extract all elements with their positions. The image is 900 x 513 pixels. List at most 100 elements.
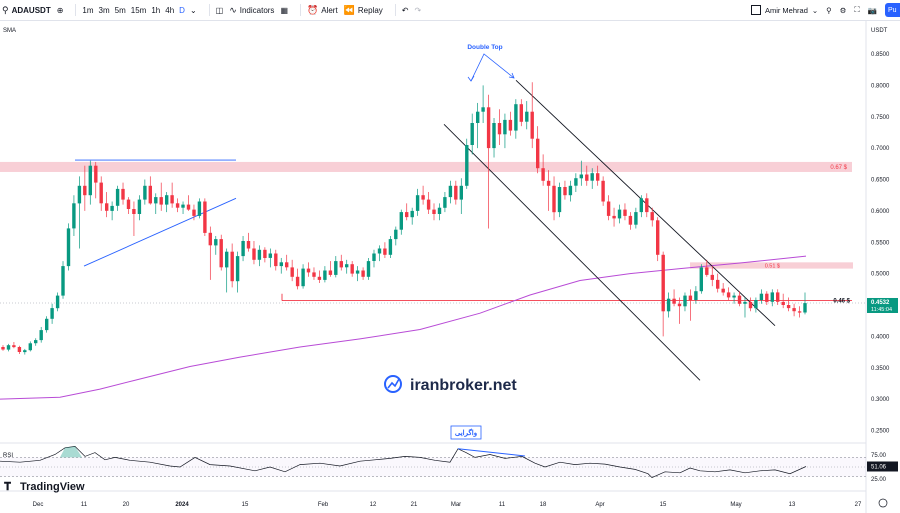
candle-body	[415, 195, 420, 211]
chevron-down-icon[interactable]: ⌄	[811, 5, 819, 15]
user-name[interactable]: Amir Mehrad	[764, 5, 808, 15]
candle-body	[345, 264, 349, 268]
timeframe-4h[interactable]: 4h	[165, 5, 175, 15]
candle-body	[639, 198, 643, 213]
price-tick-label: 0.6000	[871, 209, 890, 215]
rewind-icon: ⏪	[343, 4, 355, 15]
candle-style-icon[interactable]: ◫	[215, 5, 224, 15]
candle-body	[208, 232, 212, 246]
candle-body	[792, 308, 796, 312]
candle-body	[94, 165, 98, 183]
candle-body	[492, 123, 496, 149]
timeframe-5m[interactable]: 5m	[114, 5, 126, 15]
candle-body	[72, 203, 76, 229]
candle-body	[465, 145, 469, 186]
rsi-line	[0, 446, 807, 479]
double-top-label: Double Top	[467, 44, 502, 51]
candle-body	[334, 261, 338, 275]
candle-body	[285, 262, 289, 268]
candle-body	[776, 292, 780, 302]
candle-body	[137, 199, 142, 214]
time-tick-label: 21	[411, 502, 418, 508]
candle-body	[252, 248, 256, 260]
candle-body	[355, 270, 360, 274]
candle-body	[399, 212, 403, 230]
candle-body	[470, 123, 474, 145]
ascending-trendline	[83, 197, 237, 267]
chart-area[interactable]: SMA USDT 0.67 $ 0.51 $ 0.46 $ Double Top 0.850…	[0, 21, 900, 513]
watermark-circle	[384, 375, 402, 393]
candle-body	[394, 229, 398, 240]
candle-body	[274, 253, 278, 267]
compare-add-icon[interactable]: ⊕	[56, 5, 64, 15]
candle-body	[606, 201, 611, 216]
time-tick-label: 15	[242, 502, 249, 508]
candle-body	[530, 111, 534, 139]
alert-button[interactable]: ⏰ Alert	[307, 5, 338, 16]
candle-body	[579, 174, 583, 179]
settings-gear-icon[interactable]: ⚙	[839, 5, 847, 15]
camera-icon[interactable]: 📷	[867, 5, 877, 15]
candle-body	[770, 292, 774, 302]
watermark-text: iranbroker.net	[410, 377, 517, 394]
fullscreen-icon[interactable]: ⛶	[854, 5, 860, 14]
publish-button[interactable]: Pu	[885, 3, 900, 17]
candle-body	[786, 305, 791, 309]
candle-body	[486, 107, 491, 149]
layout-checkbox[interactable]	[750, 5, 761, 15]
layout-grid-icon[interactable]: ▦	[280, 5, 288, 15]
timeframe-15m[interactable]: 15m	[130, 5, 147, 15]
timeframe-3m[interactable]: 3m	[98, 5, 110, 15]
redo-icon[interactable]: ↷	[414, 5, 422, 15]
timeframe-d[interactable]: D	[179, 5, 185, 15]
candle-body	[694, 291, 698, 300]
candle-body	[508, 119, 513, 131]
alert-label: Alert	[321, 5, 338, 15]
chevron-down-icon[interactable]: ⌄	[189, 5, 197, 15]
candle-body	[263, 249, 267, 258]
candle-body	[23, 350, 27, 353]
symbol-search[interactable]: ⚲ ADAUSDT	[2, 5, 51, 16]
candle-body	[677, 303, 682, 307]
rsi-tick-label: 75.00	[871, 453, 887, 459]
candle-body	[34, 340, 38, 344]
candle-body	[350, 264, 354, 274]
candle-body	[83, 185, 87, 196]
candle-body	[596, 173, 600, 181]
top-toolbar: ⚲ ADAUSDT ⊕ 1m 3m 5m 15m 1h 4h D ⌄ ◫ ∿ I…	[0, 0, 900, 21]
candle-body	[683, 295, 687, 307]
candle-body	[476, 111, 480, 123]
candle-body	[710, 274, 714, 280]
candle-body	[17, 347, 22, 352]
candle-body	[672, 298, 676, 304]
candle-body	[148, 185, 152, 204]
toolbar-divider	[208, 4, 210, 16]
candle-body	[126, 199, 131, 209]
candle-body	[6, 345, 11, 350]
level-label-051: 0.51 $	[765, 263, 780, 269]
indicators-button[interactable]: ∿ Indicators	[229, 5, 274, 16]
price-tick-label: 0.3500	[871, 366, 890, 372]
candle-body	[175, 203, 180, 208]
sma-indicator-label: SMA	[3, 28, 16, 34]
candle-body	[514, 104, 518, 131]
double-top-arrows	[470, 53, 515, 82]
candle-body	[645, 198, 649, 213]
candle-body	[383, 248, 387, 255]
candle-body	[481, 107, 485, 112]
quick-search-icon[interactable]: ⚲	[826, 5, 832, 15]
candle-body	[497, 123, 502, 135]
undo-icon[interactable]: ↶	[401, 5, 409, 15]
replay-button[interactable]: ⏪ Replay	[344, 5, 383, 16]
candle-body	[721, 288, 725, 293]
candle-body	[388, 239, 393, 255]
timeframe-1h[interactable]: 1h	[151, 5, 161, 15]
candle-body	[372, 253, 376, 261]
candle-body	[61, 266, 65, 296]
candle-body	[28, 343, 32, 351]
candle-body	[661, 254, 665, 312]
candle-body	[437, 207, 442, 214]
candle-body	[88, 165, 92, 196]
candle-body	[143, 185, 147, 200]
timeframe-1m[interactable]: 1m	[82, 5, 94, 15]
